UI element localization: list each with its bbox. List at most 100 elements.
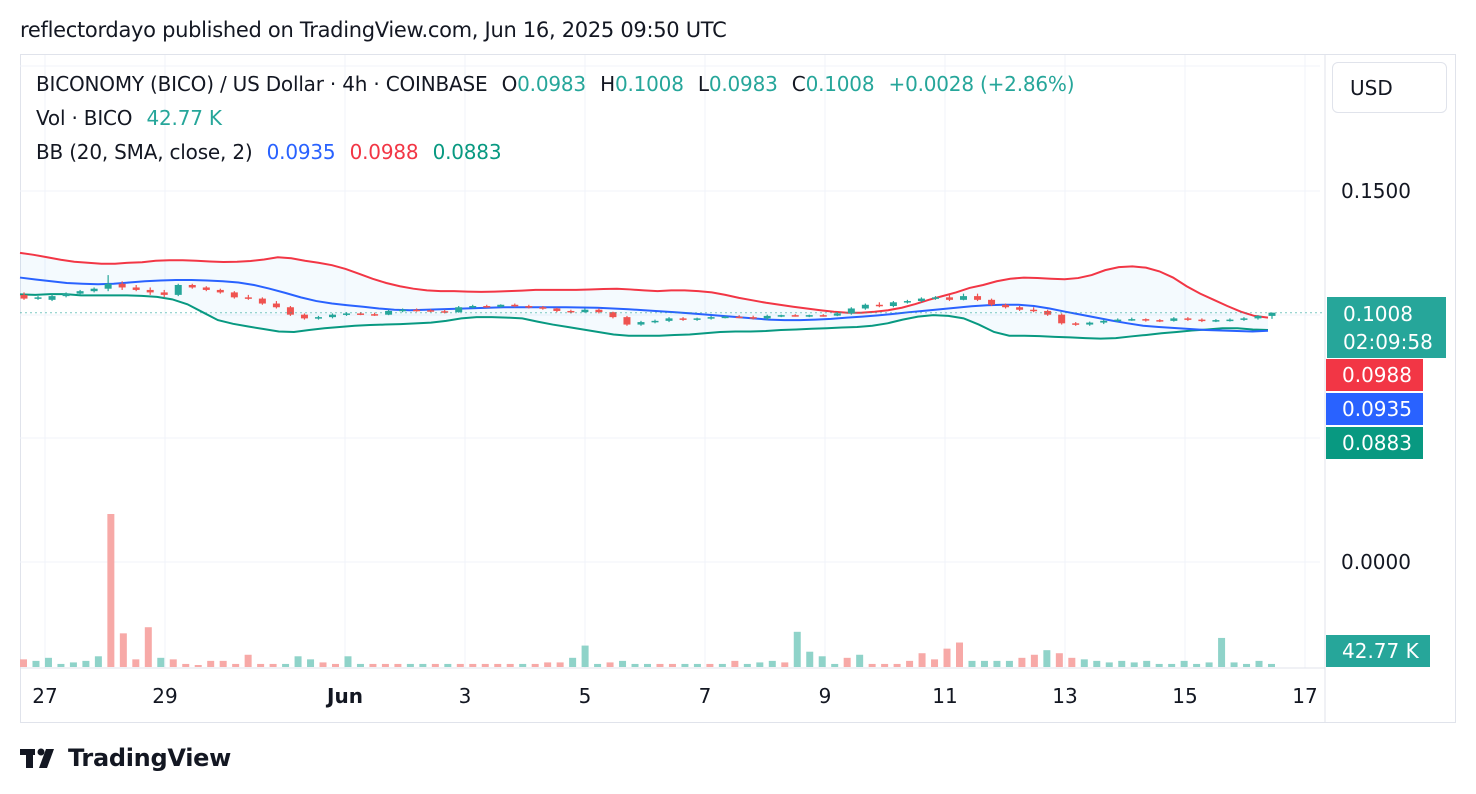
volume-bar	[1080, 659, 1088, 667]
candle-body	[931, 297, 939, 299]
bb-basis-label: 0.0935	[1326, 393, 1423, 425]
candle-body	[1170, 318, 1178, 321]
candle-body	[749, 317, 757, 319]
volume-bar	[1130, 662, 1138, 667]
candle-body	[216, 289, 224, 293]
time-tick: 5	[578, 684, 592, 708]
volume-bar	[594, 663, 602, 667]
price-tick-0-15: 0.1500	[1341, 179, 1411, 203]
candle-body	[735, 316, 743, 319]
volume-bar	[132, 659, 140, 667]
candle-body	[76, 291, 84, 294]
volume-bar	[369, 663, 377, 667]
candle-body	[160, 292, 168, 295]
candle-body	[1044, 310, 1052, 315]
chart-frame	[20, 54, 1456, 723]
volume-bar	[119, 633, 127, 667]
time-tick: 15	[1172, 684, 1198, 708]
last-price-label: 0.1008 02:09:58	[1327, 297, 1446, 358]
volume-bar	[1155, 663, 1163, 667]
volume-bar	[681, 663, 689, 667]
candle-body	[1030, 309, 1038, 312]
candle-body	[118, 283, 126, 288]
bb-lower-line	[19, 293, 1269, 340]
candle-body	[427, 310, 435, 312]
time-tick-month: Jun	[327, 684, 363, 708]
candle-body	[1184, 318, 1192, 320]
volume-bar	[706, 663, 714, 667]
candle-body	[623, 317, 631, 325]
candle-body	[1212, 320, 1220, 322]
candle-body	[960, 296, 968, 300]
volume-bar	[431, 663, 439, 667]
publish-info: reflectordayo published on TradingView.c…	[20, 18, 727, 42]
candle-body	[300, 314, 308, 319]
candle-body	[343, 313, 351, 315]
volume-bar	[406, 663, 414, 667]
time-tick: 9	[818, 684, 832, 708]
candle-body	[875, 304, 883, 307]
last-price-value: 0.1008	[1343, 302, 1413, 326]
volume-bar	[182, 663, 190, 667]
candle-body	[945, 297, 953, 300]
candle-body	[413, 309, 421, 312]
bb-basis-line	[19, 276, 1269, 333]
legend-bb-upper: 0.0988	[349, 140, 419, 164]
candle-body	[469, 306, 477, 308]
volume-bar	[843, 657, 851, 667]
candle-body	[651, 320, 659, 323]
volume-bar	[157, 657, 165, 667]
volume-bar	[993, 660, 1001, 667]
legend-close: C0.1008	[791, 72, 875, 96]
legend-low: L0.0983	[697, 72, 778, 96]
volume-bar	[980, 660, 988, 667]
volume-bar	[257, 663, 265, 667]
volume-bar	[294, 656, 302, 667]
volume-bar	[644, 663, 651, 667]
candle-body	[1268, 312, 1276, 316]
candle-body	[202, 287, 210, 290]
volume-bar	[44, 657, 52, 667]
time-tick: 3	[458, 684, 472, 708]
volume-bar	[469, 663, 477, 667]
volume-bar	[1255, 660, 1263, 667]
candle-body	[889, 302, 897, 307]
volume-bar	[144, 627, 152, 667]
candle-body	[693, 318, 701, 320]
volume-bar	[394, 663, 402, 667]
candle-body	[62, 293, 70, 297]
volume-bar	[581, 645, 589, 667]
candle-body	[511, 304, 519, 307]
volume-bar	[906, 660, 914, 667]
candle-body	[609, 312, 617, 318]
candle-body	[903, 301, 911, 303]
volume-bar	[381, 663, 389, 667]
legend-symbol[interactable]: BICONOMY (BICO) / US Dollar · 4h · COINB…	[36, 72, 488, 96]
volume-bar	[1180, 660, 1188, 667]
candle-body	[819, 315, 827, 317]
tradingview-brand[interactable]: TradingView	[20, 744, 231, 772]
volume-bar	[519, 663, 527, 667]
candle-body	[1128, 319, 1136, 321]
candle-body	[272, 303, 280, 308]
volume-bar	[806, 651, 814, 667]
volume-bar	[1068, 657, 1076, 667]
candle-body	[455, 307, 463, 313]
legend-bb-label[interactable]: BB (20, SMA, close, 2)	[36, 140, 253, 164]
candle-body	[1002, 304, 1010, 308]
currency-button[interactable]: USD	[1332, 62, 1447, 113]
volume-bar	[743, 663, 751, 667]
candle-body	[230, 292, 238, 298]
candle-body	[357, 313, 365, 315]
candle-body	[1142, 319, 1150, 321]
candle-body	[244, 297, 252, 299]
legend-bb-lower: 0.0883	[432, 140, 502, 164]
legend-volume-label[interactable]: Vol · BICO	[36, 106, 133, 130]
volume-bar	[207, 660, 215, 667]
candle-body	[497, 304, 505, 307]
volume-bar	[1168, 663, 1176, 667]
time-tick: 7	[698, 684, 712, 708]
candle-body	[763, 315, 771, 319]
volume-bar	[232, 663, 240, 667]
